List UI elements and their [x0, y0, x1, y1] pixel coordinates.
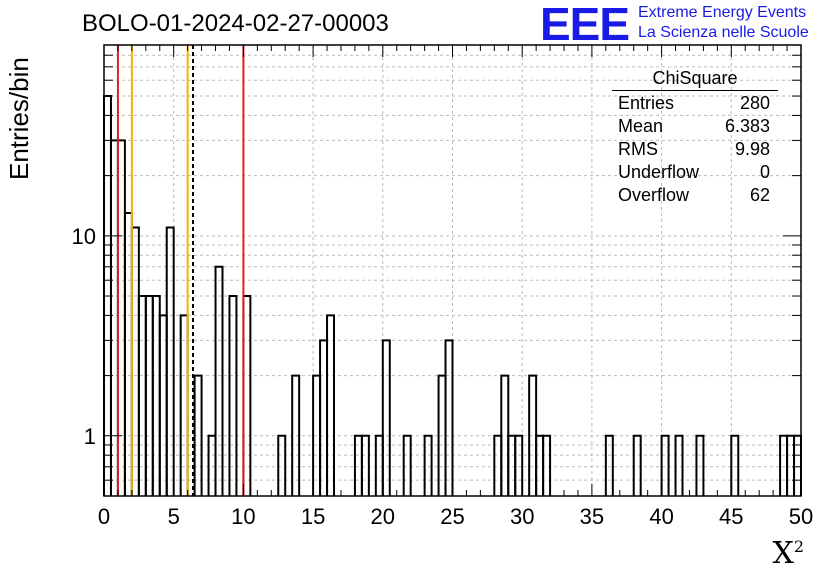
x-tick-label: 10 [231, 504, 255, 529]
histogram-bin [116, 139, 126, 496]
axes [103, 44, 802, 497]
y-axis-label: Entries/bin [4, 57, 34, 180]
stats-label: RMS [618, 139, 658, 159]
x-tick-label: 30 [510, 504, 534, 529]
stats-row: RMS 9.98 [612, 139, 778, 162]
x-tick-label: 25 [440, 504, 464, 529]
histogram-bin [402, 434, 412, 496]
histogram-bin [109, 139, 119, 496]
histogram-bin [193, 374, 203, 496]
histogram-bin [242, 295, 252, 496]
logo-line-1: Extreme Energy Events [638, 4, 807, 21]
stats-value: 62 [749, 185, 770, 205]
stats-value: 0 [759, 162, 770, 182]
histogram-bin [632, 434, 642, 496]
tick-labels: 0 5 10 15 20 25 30 35 40 45 50 1 10 [72, 224, 814, 529]
stats-label: Overflow [618, 185, 690, 205]
x-axis-label: X2 [772, 536, 804, 571]
histogram-bin [326, 314, 336, 496]
histogram-bin [165, 226, 175, 496]
histogram-bin [542, 434, 552, 496]
histogram-bin [604, 434, 614, 496]
y-tick-label: 10 [72, 224, 96, 249]
stats-value: 9.98 [734, 139, 770, 159]
histogram-bin [214, 265, 224, 496]
stats-row: Mean 6.383 [612, 116, 778, 139]
x-tick-label: 5 [168, 504, 180, 529]
logo-line-2: La Scienza nelle Scuole [638, 24, 809, 41]
x-tick-label: 0 [98, 504, 110, 529]
stats-value: 6.383 [724, 116, 770, 136]
histogram-bin [695, 434, 705, 496]
histogram-bin [674, 434, 684, 496]
histogram-bin [130, 226, 140, 496]
stats-label: Underflow [618, 162, 700, 182]
x-tick-label: 20 [371, 504, 395, 529]
x-tick-label: 45 [719, 504, 743, 529]
x-axis-label-base: X [772, 536, 794, 571]
x-tick-label: 40 [649, 504, 673, 529]
x-tick-label: 50 [789, 504, 813, 529]
histogram-bin [228, 295, 238, 496]
x-axis-label-sup: 2 [793, 537, 804, 556]
histogram-bin [144, 295, 154, 496]
histogram-bars [103, 95, 802, 496]
chart-title: BOLO-01-2024-02-27-00003 [82, 10, 389, 37]
stats-row: Entries 280 [612, 93, 778, 116]
stats-label: Mean [618, 116, 664, 136]
histogram-bin [291, 374, 301, 496]
x-tick-label: 15 [301, 504, 325, 529]
histogram-bin [444, 339, 454, 496]
histogram-bin [660, 434, 670, 496]
histogram-bin [137, 295, 147, 496]
stats-rows: Entries 280 Mean 6.383 RMS 9.98 Underflow 0 Over… [612, 93, 778, 208]
histogram-bin [151, 295, 161, 496]
histogram-bin [730, 434, 740, 496]
stats-title: ChiSquare [612, 68, 778, 91]
histogram-bin [319, 339, 329, 496]
histogram-bin [158, 314, 168, 496]
x-tick-label: 35 [580, 504, 604, 529]
stats-value: 280 [739, 93, 770, 113]
stats-row: Overflow 62 [612, 185, 778, 208]
histogram-bin [360, 434, 370, 496]
stats-label: Entries [618, 93, 675, 113]
histogram-bin [381, 339, 391, 496]
marker-lines [116, 45, 245, 496]
stats-row: Underflow 0 [612, 162, 778, 185]
histogram-bin [179, 314, 189, 496]
histogram-bin [277, 434, 287, 496]
stats-box: ChiSquare Entries 280 Mean 6.383 RMS 9.98 Unde… [612, 68, 778, 208]
eee-logo: EEE [540, 0, 630, 50]
y-tick-label: 1 [84, 424, 96, 449]
histogram-bin [423, 434, 433, 496]
histogram-bin [514, 434, 524, 496]
